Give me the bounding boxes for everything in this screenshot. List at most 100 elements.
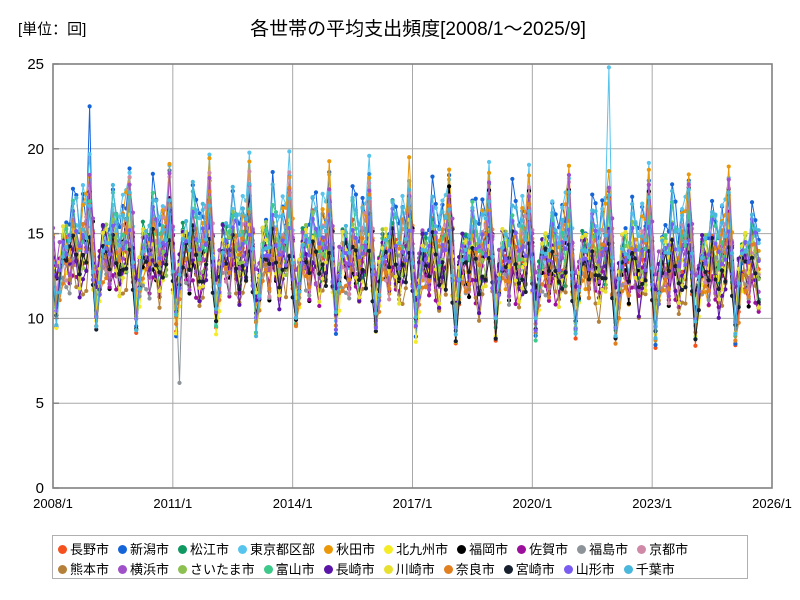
data-point: [566, 189, 572, 195]
data-point: [320, 225, 325, 230]
legend-item[interactable]: 東京都区部: [238, 543, 315, 556]
data-point: [433, 201, 438, 207]
data-point: [333, 327, 339, 332]
data-point: [506, 279, 512, 284]
data-point: [117, 224, 122, 230]
data-point: [690, 251, 695, 256]
legend-item[interactable]: 山形市: [563, 563, 615, 576]
data-point: [74, 195, 79, 200]
data-point: [280, 194, 285, 199]
data-point: [643, 288, 648, 293]
data-point: [573, 331, 578, 336]
data-point: [370, 264, 375, 269]
data-point: [350, 184, 355, 189]
data-point: [60, 281, 66, 286]
data-point: [120, 213, 125, 218]
data-point: [553, 212, 558, 217]
data-point: [84, 191, 89, 196]
data-point: [606, 185, 611, 190]
data-point: [620, 283, 625, 288]
data-point: [540, 282, 545, 287]
data-point: [526, 209, 532, 214]
legend-item[interactable]: 千葉市: [623, 563, 675, 576]
legend-item[interactable]: 長崎市: [323, 561, 375, 577]
data-point: [753, 271, 758, 276]
data-point: [680, 300, 685, 305]
data-point: [104, 275, 109, 281]
data-point: [437, 260, 442, 265]
data-point: [726, 164, 731, 169]
data-point: [480, 208, 485, 213]
legend-item[interactable]: 秋田市: [324, 543, 375, 556]
data-point: [207, 203, 212, 208]
data-point: [64, 258, 69, 263]
legend-item[interactable]: 熊本市: [58, 563, 109, 576]
data-point: [520, 193, 525, 199]
data-point: [120, 192, 125, 197]
legend-item[interactable]: 奈良市: [443, 561, 495, 577]
data-point: [207, 156, 212, 161]
data-point: [383, 270, 388, 275]
data-point: [683, 262, 688, 267]
data-point: [749, 255, 755, 260]
legend-item[interactable]: さいたま市: [178, 563, 255, 576]
data-point: [526, 173, 532, 178]
data-point: [516, 264, 522, 269]
legend-item[interactable]: 富山市: [263, 563, 315, 576]
data-point: [340, 288, 345, 294]
data-point: [64, 226, 69, 232]
x-axis-tick-label: 2008/1: [33, 496, 73, 511]
data-point: [124, 266, 129, 271]
legend-item[interactable]: 福岡市: [457, 543, 508, 556]
data-point: [360, 205, 365, 210]
data-point: [383, 238, 388, 243]
data-point: [516, 299, 522, 304]
legend-item[interactable]: 京都市: [637, 543, 688, 556]
data-point: [653, 342, 658, 348]
legend-item[interactable]: 佐賀市: [517, 543, 568, 556]
data-point: [277, 214, 282, 219]
data-point: [160, 215, 165, 220]
data-point: [663, 223, 668, 228]
data-point: [60, 254, 66, 260]
data-point: [620, 246, 625, 252]
legend-item[interactable]: 福島市: [577, 543, 628, 556]
legend-item[interactable]: 新潟市: [118, 543, 169, 556]
data-point: [277, 243, 282, 248]
data-point: [87, 104, 92, 109]
data-point: [267, 286, 272, 291]
legend-item[interactable]: 川崎市: [383, 563, 435, 576]
data-point: [480, 232, 485, 237]
legend-item[interactable]: 松江市: [178, 543, 229, 556]
data-point: [194, 295, 199, 300]
data-point: [367, 192, 372, 197]
data-point: [124, 240, 129, 245]
data-point: [430, 174, 435, 179]
data-point: [233, 258, 239, 263]
data-point: [174, 321, 179, 327]
data-point: [84, 288, 89, 294]
legend-item-label: 長崎市: [335, 561, 375, 577]
legend-marker-icon: [563, 564, 573, 574]
legend-item[interactable]: 長野市: [58, 543, 109, 556]
data-point: [403, 236, 408, 242]
data-point: [64, 220, 69, 225]
legend-item-label: 長野市: [70, 541, 110, 557]
legend-item[interactable]: 宮崎市: [503, 563, 555, 576]
data-point: [623, 284, 628, 290]
data-point: [327, 191, 332, 196]
data-point: [683, 285, 688, 290]
data-point: [317, 299, 322, 304]
legend-item[interactable]: 横浜市: [118, 563, 169, 576]
legend-item-label: 秋田市: [336, 541, 376, 557]
data-point: [84, 268, 89, 273]
data-point: [746, 259, 751, 264]
data-point: [277, 285, 282, 290]
data-point: [393, 204, 398, 209]
data-point: [476, 263, 482, 268]
legend-item[interactable]: 北九州市: [384, 543, 448, 556]
legend-item-label: 佐賀市: [529, 541, 569, 557]
legend-item-label: 奈良市: [455, 561, 495, 577]
data-point: [490, 254, 495, 259]
data-point: [463, 232, 468, 237]
